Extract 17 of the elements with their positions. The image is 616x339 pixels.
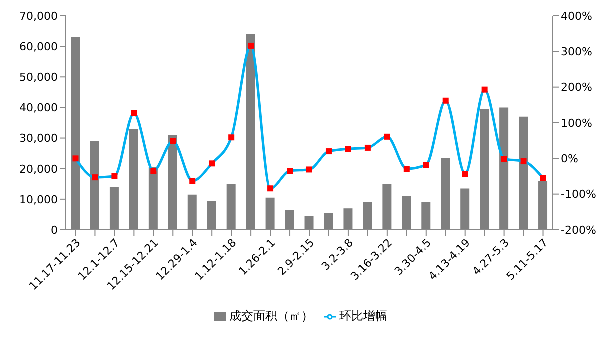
y2-tick-label: 100% — [561, 116, 592, 130]
y-tick-label: 0 — [51, 224, 58, 237]
y-tick-label: 60,000 — [20, 40, 58, 54]
y-tick-label: 20,000 — [20, 162, 58, 176]
legend-label: 环比增幅 — [340, 309, 388, 323]
y-tick-label: 70,000 — [20, 10, 58, 23]
y-tick-label: 10,000 — [20, 193, 58, 206]
y2-tick-label: 300% — [561, 46, 592, 59]
y2-tick-label: -100% — [561, 188, 596, 202]
y2-tick-label: 400% — [561, 10, 592, 23]
y2-tick-label: -200% — [561, 224, 596, 237]
legend-label: 成交面积（㎡） — [230, 309, 314, 323]
y2-tick-label: 0% — [561, 152, 578, 166]
y-tick-label: 40,000 — [20, 102, 58, 115]
y-tick-label: 50,000 — [20, 71, 58, 84]
y2-tick-label: 200% — [561, 81, 592, 94]
y-tick-label: 30,000 — [20, 132, 58, 146]
